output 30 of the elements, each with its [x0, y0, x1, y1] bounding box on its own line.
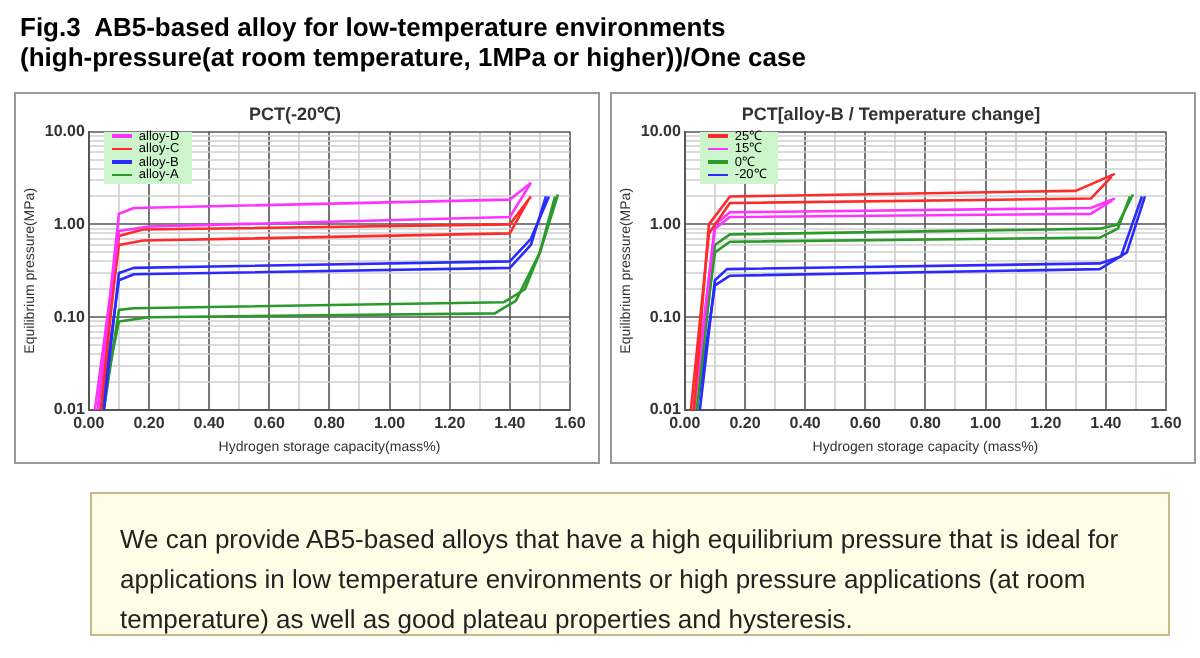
caption: Fig.3 AB5-based alloy for low-temperature environments (high-pressure(at room temperature, 1MPa or higher))/One case — [20, 12, 806, 72]
x-tick-label: 1.00 — [373, 414, 407, 433]
text: We can provide AB5-based alloys that have a high equilibrium pressure that is ideal for applications in low temperature environments or high pressure applications (at room temperature) as well as good plateau properties and hysteresis. — [120, 522, 1121, 638]
x-tick-label: 1.20 — [434, 414, 467, 433]
chart-title: PCT[alloy-B / Temperature change] — [741, 103, 1041, 124]
y-tick-label: 10.00 — [640, 122, 682, 141]
y-tick-label: 1.00 — [649, 214, 682, 233]
x-tick-label: 0.00 — [669, 414, 702, 433]
x-tick-label: 0.80 — [313, 414, 347, 433]
y-tick-label: 10.00 — [44, 122, 86, 141]
x-tick-label: 0.20 — [133, 414, 166, 433]
y-tick-label: 1.00 — [53, 214, 86, 233]
x-tick-label: 0.40 — [789, 414, 822, 433]
x-tick-label: 0.00 — [73, 414, 106, 433]
y-tick-label: 0.10 — [649, 307, 682, 326]
x-tick-label: 0.20 — [729, 414, 762, 433]
x-tick-label: 1.60 — [1150, 414, 1183, 433]
x-tick-label: 1.40 — [1090, 414, 1123, 433]
y-tick-label: 0.10 — [53, 307, 86, 326]
x-tick-label: 1.40 — [494, 414, 527, 433]
x-tick-label: 0.80 — [909, 414, 943, 433]
x-tick-label: 0.40 — [193, 414, 226, 433]
y-tick-label: 0.01 — [53, 400, 86, 419]
x-tick-label: 1.20 — [1030, 414, 1063, 433]
x-tick-label: 0.60 — [253, 414, 286, 433]
y-tick-label: 0.01 — [649, 400, 682, 419]
x-tick-label: 0.60 — [849, 414, 882, 433]
x-tick-label: 1.00 — [969, 414, 1003, 433]
x-tick-label: 1.60 — [554, 414, 587, 433]
chart-title: PCT(-20℃) — [248, 103, 342, 124]
